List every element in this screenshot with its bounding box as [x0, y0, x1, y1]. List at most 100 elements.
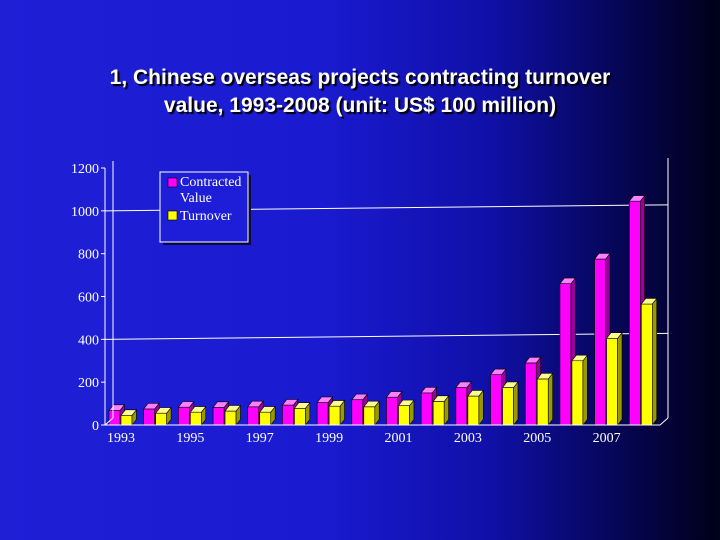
bar-front — [294, 407, 306, 426]
bar-top — [363, 400, 380, 408]
bar-front — [432, 401, 445, 426]
slide-title-line-1: 1, Chinese overseas projects contracting… — [109, 66, 611, 89]
bar-top — [432, 395, 450, 402]
bar-side — [513, 381, 519, 426]
bar-top — [155, 407, 172, 414]
bar-top — [212, 401, 230, 408]
bar-top — [559, 277, 576, 284]
x-tick-label-1995: 1995 — [176, 431, 204, 446]
x-tick-label-2007: 2007 — [593, 431, 621, 446]
bar-top — [467, 390, 484, 397]
bar-front — [351, 399, 364, 426]
bar-turnover-2000 — [363, 400, 380, 426]
bar-front — [363, 406, 376, 426]
bar-turnover-2007 — [606, 331, 623, 426]
bar-front — [490, 374, 502, 426]
bar-front — [386, 396, 398, 426]
legend-swatch-contracted — [167, 177, 178, 188]
bar-front — [155, 412, 167, 426]
bar-top — [489, 368, 507, 375]
bar-front — [120, 415, 133, 426]
bar-front — [536, 378, 549, 426]
y-tick-label-400: 400 — [78, 333, 99, 348]
bar-top — [628, 195, 646, 202]
bar-turnover-2008 — [640, 297, 658, 426]
gridline-400 — [104, 332, 669, 340]
bar-front — [467, 395, 480, 426]
bar-front — [559, 283, 572, 426]
slide-title-line-2: value, 1993-2008 (unit: US$ 100 million) — [163, 94, 557, 117]
bar-turnover-1996 — [224, 404, 242, 426]
bar-top — [143, 403, 160, 410]
bar-front — [178, 406, 190, 426]
bar-turnover-2004 — [501, 381, 519, 426]
bar-top — [189, 406, 207, 413]
x-tick-label-2005: 2005 — [523, 431, 551, 446]
bar-front — [247, 406, 260, 426]
axis-depth-line — [104, 417, 114, 426]
y-tick-label-800: 800 — [78, 248, 99, 263]
bar-top — [351, 393, 368, 401]
y-tick-label-600: 600 — [78, 291, 99, 306]
bar-turnover-2006 — [571, 354, 588, 426]
bar-top — [316, 396, 334, 403]
axes-layer: 0 200 400 600 800 1000 1200 1993 1995 1997 1999 200… — [71, 158, 669, 446]
bar-front — [641, 303, 653, 426]
bar-top — [571, 354, 588, 362]
slide-title: 1, Chinese overseas projects contracting… — [20, 64, 700, 120]
bar-front — [316, 402, 329, 426]
bar-front — [259, 411, 272, 426]
bar-top — [259, 406, 276, 413]
bar-top — [524, 356, 542, 364]
legend-label-contracted-line2: Value — [180, 191, 212, 206]
bar-turnover-1999 — [328, 399, 346, 426]
bar-front — [212, 407, 225, 426]
bar-top — [594, 253, 611, 260]
bar-turnover-2005 — [536, 372, 554, 426]
bar-top — [120, 409, 138, 416]
x-tick-label-1999: 1999 — [315, 431, 343, 446]
bar-front — [502, 387, 514, 426]
bar-side — [652, 297, 658, 426]
legend-label-contracted: Contracted — [180, 175, 241, 190]
bar-front — [282, 404, 294, 426]
bar-front — [629, 200, 641, 426]
bar-front — [108, 410, 121, 426]
bar-front — [398, 405, 410, 426]
bar-turnover-1995 — [189, 405, 207, 426]
x-tick-label-2003: 2003 — [454, 431, 482, 446]
bar-front — [224, 410, 237, 426]
x-tick-label-1997: 1997 — [246, 431, 274, 446]
bar-turnover-1997 — [259, 405, 276, 426]
bar-top — [224, 405, 242, 412]
bar-front — [606, 337, 618, 426]
bar-side — [617, 331, 623, 426]
bars-layer — [108, 194, 658, 426]
bar-top — [640, 298, 658, 305]
bar-top — [536, 373, 554, 380]
bar-top — [281, 399, 299, 406]
bar-top — [397, 399, 415, 407]
legend-label-turnover: Turnover — [180, 209, 232, 224]
x-tick-label-1993: 1993 — [107, 431, 135, 446]
bar-top — [501, 381, 519, 388]
y-tick-label-200: 200 — [78, 376, 99, 391]
bar-top — [293, 402, 311, 409]
bar-top — [455, 381, 472, 388]
bar-side — [547, 372, 553, 426]
bar-turnover-2001 — [397, 399, 415, 426]
legend-swatch-turnover — [167, 210, 178, 221]
bar-turnover-2002 — [432, 394, 450, 426]
bar-turnover-1998 — [293, 401, 311, 426]
bar-top — [177, 401, 195, 408]
bar-front — [420, 392, 433, 426]
x-axis-depth — [659, 417, 669, 426]
bar-top — [247, 400, 264, 408]
bar-top — [420, 386, 438, 394]
y-tick-label-0: 0 — [92, 419, 99, 434]
bar-front — [524, 362, 537, 426]
bar-turnover-2003 — [467, 389, 484, 426]
